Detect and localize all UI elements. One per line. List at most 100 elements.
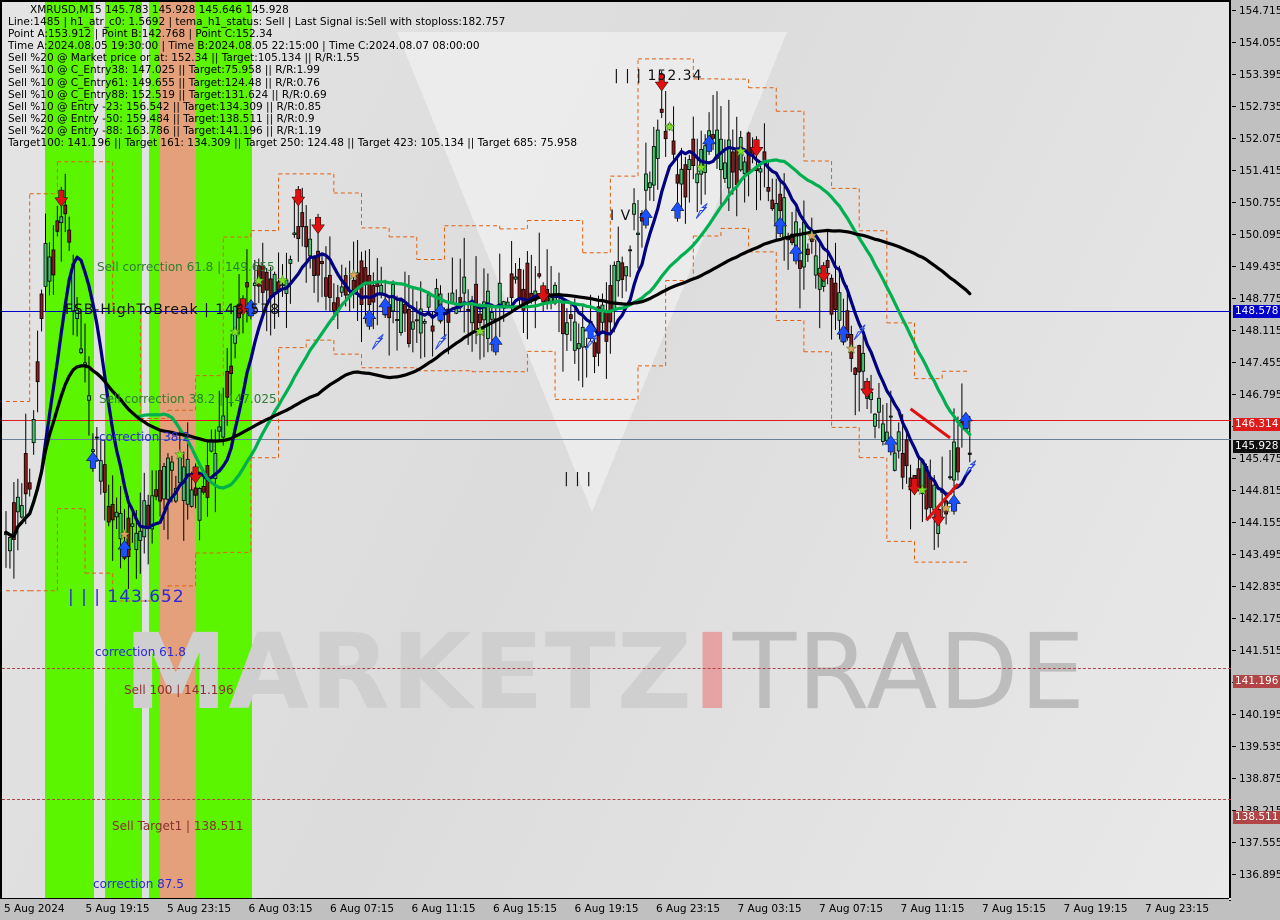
chart-plot-area[interactable]: MARKETZITRADE Sell correction 61.8 | 149… (0, 0, 1231, 901)
price-tick-148.115: 148.115 (1231, 325, 1280, 337)
trend-line-red-2 (925, 483, 960, 522)
header-line-0: XMRUSD,M15 145.783 145.928 145.646 145.9… (30, 4, 289, 16)
price-tick-147.455: 147.455 (1231, 357, 1280, 369)
price-tick-142.835: 142.835 (1231, 581, 1280, 593)
price-tick-154.715: 154.715 (1231, 5, 1280, 17)
buy-arrow-icon (117, 539, 132, 558)
buy-arrow-icon (362, 309, 377, 327)
confirm-star-icon (805, 229, 818, 241)
wave-iv-label: I V (610, 208, 632, 224)
header-line-6: Sell %10 @ C_Entry61: 149.655 || Target:… (8, 76, 320, 89)
price-tick-153.395: 153.395 (1231, 69, 1280, 81)
confirm-star-icon (734, 145, 747, 157)
signal-band-3 (196, 2, 207, 900)
watermark-triangle (397, 32, 787, 512)
price-tick-150.755: 150.755 (1231, 197, 1280, 209)
last-high-line (2, 420, 1231, 422)
price-tick-145.475: 145.475 (1231, 453, 1280, 465)
correction-382: correction 38.2 (99, 430, 190, 444)
buy-arrow-icon (488, 334, 503, 353)
header-line-10: Sell %20 @ Entry -88: 163.786 || Target:… (8, 124, 322, 137)
confirm-star-icon (347, 268, 360, 281)
sell-arrow-icon (536, 285, 551, 303)
time-tick-8: 6 Aug 23:15 (656, 903, 721, 915)
fsb-high-to-break: FSB-HighToBreak | 148.578 (65, 302, 281, 318)
sell-arrow-icon (188, 466, 203, 484)
point-c-label: | | | 152.34 (614, 68, 703, 84)
fsb-high-to-break-price[interactable]: 148.578 (1233, 305, 1280, 318)
price-tick-146.795: 146.795 (1231, 389, 1280, 401)
time-tick-9: 7 Aug 03:15 (737, 903, 802, 915)
time-tick-13: 7 Aug 19:15 (1063, 903, 1128, 915)
confirm-star-icon (276, 274, 289, 286)
header-line-11: Target100: 141.196 || Target 161: 134.30… (8, 137, 578, 150)
sell-target1-price[interactable]: 138.511 (1233, 811, 1280, 824)
confirm-star-icon (229, 325, 241, 337)
ema-slow-black (4, 228, 972, 538)
price-tick-138.875: 138.875 (1231, 773, 1280, 785)
time-tick-11: 7 Aug 11:15 (900, 903, 965, 915)
header-line-1: Line:1485 | h1_atr_c0: 1.5692 | tema_h1_… (8, 16, 506, 29)
price-axis[interactable]: 154.715 154.055 153.395 152.735 152.075 151.4… (1229, 0, 1280, 898)
buy-arrow-icon (378, 297, 393, 315)
header-line-3: Time A:2024.08.05 19:30:00 | Time B:2024… (8, 40, 480, 53)
signal-band-0 (45, 2, 94, 900)
watermark-bold: MARKETZ (124, 611, 694, 733)
sell-arrow-icon (931, 509, 946, 527)
time-tick-3: 6 Aug 03:15 (248, 903, 313, 915)
last-high-price[interactable]: 146.314 (1233, 418, 1280, 431)
sell-target1-line (2, 798, 1231, 800)
buy-arrow-icon (702, 134, 717, 152)
price-tick-152.735: 152.735 (1231, 101, 1280, 113)
hollow-arrow-icon (964, 460, 977, 476)
signal-band-1 (105, 2, 142, 900)
sell-arrow-icon (654, 74, 669, 92)
bands-orange-layer (6, 58, 970, 602)
price-tick-144.815: 144.815 (1231, 485, 1280, 497)
ema-fast-navy (4, 146, 972, 538)
sell-100-line (2, 668, 1231, 670)
watermark: MARKETZITRADE (124, 602, 1104, 742)
bid-line (2, 439, 1231, 441)
confirm-star-icon (253, 274, 265, 286)
buy-arrow-icon (85, 451, 100, 469)
sell-100-label: Sell 100 | 141.196 (124, 683, 234, 697)
confirm-star-icon (174, 448, 186, 460)
price-tick-141.515: 141.515 (1231, 645, 1280, 657)
buy-arrow-icon (836, 324, 851, 343)
time-tick-7: 6 Aug 19:15 (574, 903, 639, 915)
hollow-arrow-icon (585, 334, 598, 350)
sell-arrow-icon (860, 381, 875, 399)
confirm-star-icon (663, 120, 676, 132)
header-line-5: Sell %10 @ C_Entry38: 147.025 || Target:… (8, 64, 320, 77)
price-tick-150.095: 150.095 (1231, 229, 1280, 241)
time-tick-5: 6 Aug 11:15 (411, 903, 476, 915)
buy-arrow-icon (243, 298, 258, 317)
buy-arrow-icon (773, 216, 788, 234)
sell-100-price[interactable]: 141.196 (1233, 675, 1280, 688)
sell-arrow-icon (54, 189, 69, 208)
price-tick-151.415: 151.415 (1231, 165, 1280, 177)
price-tick-137.555: 137.555 (1231, 837, 1280, 849)
time-tick-10: 7 Aug 07:15 (819, 903, 884, 915)
point-b-label: | | | 143.652 (68, 587, 185, 607)
buy-arrow-icon (670, 201, 685, 219)
price-tick-144.155: 144.155 (1231, 517, 1280, 529)
bid-price[interactable]: 145.928 (1233, 440, 1280, 453)
time-tick-6: 6 Aug 15:15 (493, 903, 558, 915)
price-tick-139.535: 139.535 (1231, 741, 1280, 753)
buy-arrow-icon (638, 208, 653, 226)
time-tick-1: 5 Aug 19:15 (85, 903, 150, 915)
header-line-8: Sell %10 @ Entry -23: 156.542 || Target:… (8, 100, 322, 113)
header-line-9: Sell %20 @ Entry -50: 159.484 || Target:… (8, 112, 315, 125)
time-axis[interactable]: 5 Aug 2024 5 Aug 19:15 5 Aug 23:15 6 Aug 03… (0, 898, 1229, 920)
confirm-star-icon (916, 484, 929, 496)
price-tick-154.055: 154.055 (1231, 37, 1280, 49)
price-tick-143.495: 143.495 (1231, 549, 1280, 561)
ema-mid-green (4, 158, 972, 538)
hollow-arrow-icon (435, 334, 447, 350)
buy-arrow-icon (883, 434, 898, 453)
watermark-thin: TRADE (732, 611, 1087, 733)
price-tick-140.195: 140.195 (1231, 709, 1280, 721)
